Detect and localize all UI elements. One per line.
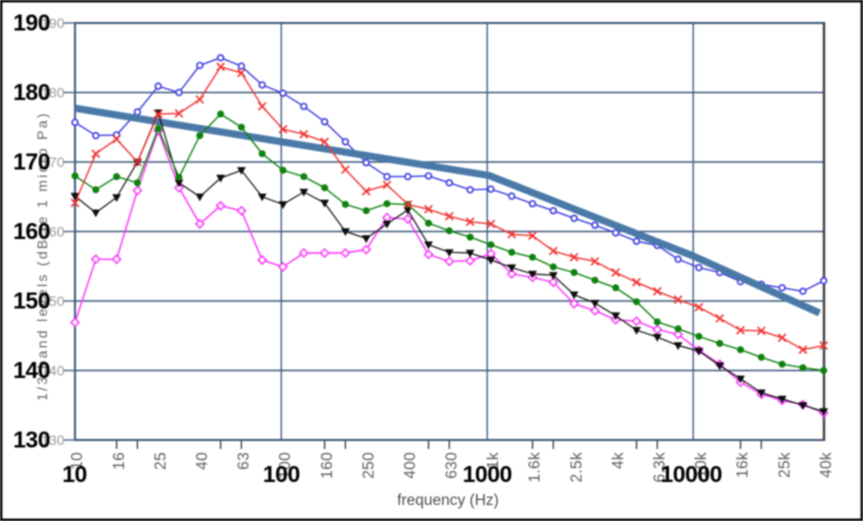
svg-text:100: 100 [277, 452, 294, 479]
svg-text:160: 160 [41, 224, 65, 240]
svg-text:1k: 1k [485, 452, 502, 469]
svg-text:180: 180 [41, 85, 65, 101]
svg-text:140: 140 [41, 363, 65, 379]
svg-text:130: 130 [41, 432, 65, 448]
svg-text:40: 40 [194, 452, 211, 470]
svg-text:16: 16 [111, 452, 128, 470]
svg-text:190: 190 [13, 10, 50, 36]
svg-text:1/3 band levels (dB re 1 micro: 1/3 band levels (dB re 1 micro Pa) [34, 111, 50, 401]
svg-text:frequency (Hz): frequency (Hz) [397, 492, 499, 509]
svg-text:250: 250 [360, 452, 377, 479]
svg-text:170: 170 [41, 154, 65, 170]
svg-text:25k: 25k [776, 452, 793, 478]
svg-text:150: 150 [13, 288, 50, 314]
svg-text:63: 63 [236, 452, 253, 470]
svg-text:10: 10 [69, 452, 86, 470]
svg-text:400: 400 [402, 452, 419, 479]
svg-text:140: 140 [13, 357, 50, 383]
svg-text:630: 630 [444, 452, 461, 479]
svg-text:4k: 4k [610, 452, 627, 469]
svg-text:40k: 40k [818, 452, 835, 478]
svg-text:150: 150 [41, 293, 65, 309]
svg-text:180: 180 [13, 79, 50, 105]
svg-text:160: 160 [13, 218, 50, 244]
svg-text:100: 100 [263, 461, 300, 487]
svg-text:6.3k: 6.3k [652, 452, 669, 483]
svg-text:130: 130 [13, 427, 50, 453]
svg-text:170: 170 [13, 149, 50, 175]
svg-text:190: 190 [41, 15, 65, 31]
svg-text:25: 25 [152, 452, 169, 470]
svg-text:10000: 10000 [660, 461, 721, 487]
svg-text:160: 160 [319, 452, 336, 479]
svg-text:10: 10 [62, 461, 87, 487]
svg-text:10k: 10k [693, 452, 710, 478]
svg-text:1000: 1000 [463, 461, 512, 487]
svg-text:1.6k: 1.6k [527, 452, 544, 483]
svg-text:2.5k: 2.5k [568, 452, 585, 483]
svg-text:16k: 16k [735, 452, 752, 478]
